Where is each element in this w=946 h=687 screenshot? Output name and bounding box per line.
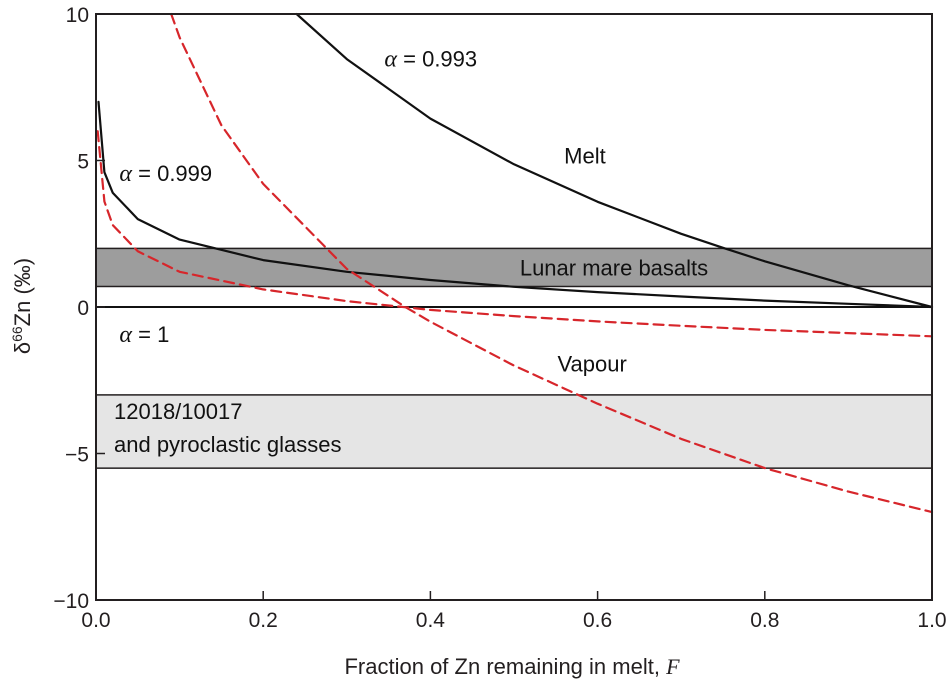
band-label-line: 12018/10017 xyxy=(114,399,242,424)
y-tick-label: −5 xyxy=(65,444,89,467)
band-pyroclastic-glasses xyxy=(95,394,933,469)
x-axis-title: Fraction of Zn remaining in melt, F xyxy=(344,654,680,679)
y-tick-label: 0 xyxy=(77,297,89,320)
y-axis-title-suffix: Zn (‰) xyxy=(10,258,35,326)
ticks-layer: 0.0 0.2 0.4 0.6 0.8 1.0 −10 −5 0 5 10 xyxy=(53,4,946,632)
y-tick-label: 10 xyxy=(66,4,89,27)
x-axis-variable: F xyxy=(665,654,680,679)
annotation-layer: α = 0.993 α = 0.999 α = 1 Melt Vapour xyxy=(119,47,626,377)
x-tick-label: 1.0 xyxy=(917,609,946,632)
y-tick-label: 5 xyxy=(77,151,89,174)
series-melt-alpha-0-993 xyxy=(295,12,934,309)
series-layer xyxy=(96,12,934,514)
series-vapour-alpha-0-999 xyxy=(96,130,934,338)
x-tick-label: 0.8 xyxy=(750,609,779,632)
x-tick-label: 0.4 xyxy=(416,609,446,632)
series-vapour-alpha-0-993 xyxy=(170,12,934,514)
annotation: α = 1 xyxy=(119,322,169,348)
y-axis-title: δ66Zn (‰) xyxy=(9,258,35,354)
band-label-line: and pyroclastic glasses xyxy=(114,432,341,457)
y-tick-label: −10 xyxy=(53,590,89,613)
annotation: Vapour xyxy=(557,351,626,376)
x-tick-label: 0.6 xyxy=(583,609,612,632)
annotation: α = 0.993 xyxy=(384,47,477,73)
x-tick-label: 0.0 xyxy=(81,609,110,632)
annotation: α = 0.999 xyxy=(119,161,212,187)
y-axis-title-prefix: δ xyxy=(10,342,35,354)
band-label: Lunar mare basalts xyxy=(520,255,708,280)
y-axis-title-sup: 66 xyxy=(9,326,25,342)
annotation: Melt xyxy=(564,143,606,168)
band-lunar-mare-basalts xyxy=(95,247,933,288)
bands-layer: Lunar mare basalts 12018/10017 and pyrocla… xyxy=(95,247,933,469)
series-melt-alpha-0-999 xyxy=(97,100,934,309)
x-tick-label: 0.2 xyxy=(249,609,278,632)
